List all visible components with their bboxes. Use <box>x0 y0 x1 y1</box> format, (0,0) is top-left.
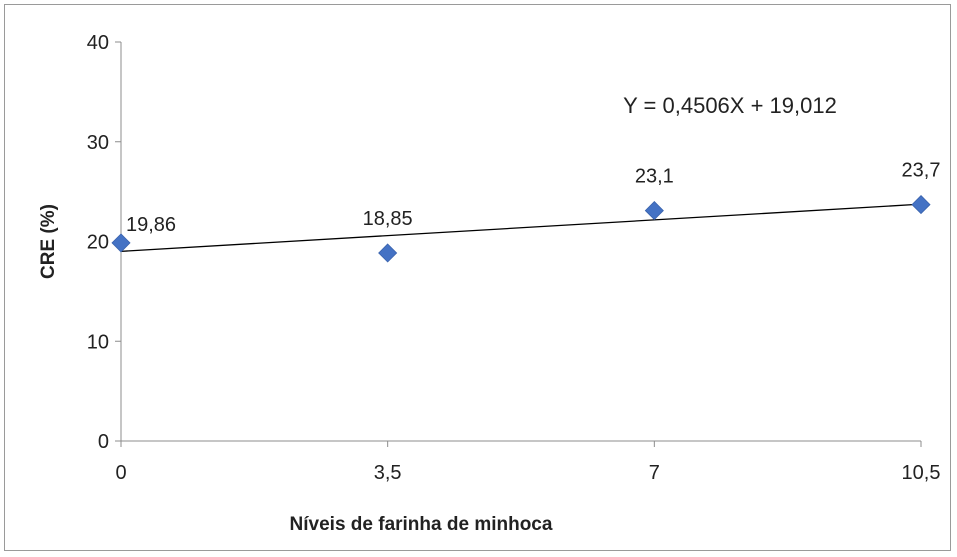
trendline-equation: Y = 0,4506X + 19,012 <box>623 93 837 118</box>
data-point <box>644 201 664 221</box>
data-label: 23,7 <box>902 160 941 182</box>
data-points <box>111 195 931 263</box>
trendline <box>120 203 922 253</box>
data-label: 19,86 <box>126 214 176 236</box>
y-tick-label: 10 <box>87 331 109 353</box>
data-label: 18,85 <box>363 208 413 230</box>
chart-frame <box>4 4 951 551</box>
data-point <box>911 195 931 215</box>
data-labels: 19,86 18,85 23,1 23,7 <box>126 160 940 236</box>
y-tick-label: 20 <box>87 232 109 254</box>
y-ticks: 0 10 20 30 40 <box>87 32 121 453</box>
y-axis-title: CRE (%) <box>38 204 59 279</box>
y-tick-label: 0 <box>98 431 109 453</box>
x-tick-label: 10,5 <box>902 462 941 484</box>
y-tick-label: 30 <box>87 132 109 154</box>
x-tick-label: 0 <box>115 462 126 484</box>
data-point <box>111 233 131 253</box>
y-tick-label: 40 <box>87 32 109 54</box>
x-tick-label: 7 <box>649 462 660 484</box>
x-ticks: 0 3,5 7 10,5 <box>115 441 940 484</box>
data-point <box>378 243 398 263</box>
data-label: 23,1 <box>635 166 674 188</box>
x-tick-label: 3,5 <box>374 462 402 484</box>
x-axis-title: Níveis de farinha de minhoca <box>290 514 553 535</box>
